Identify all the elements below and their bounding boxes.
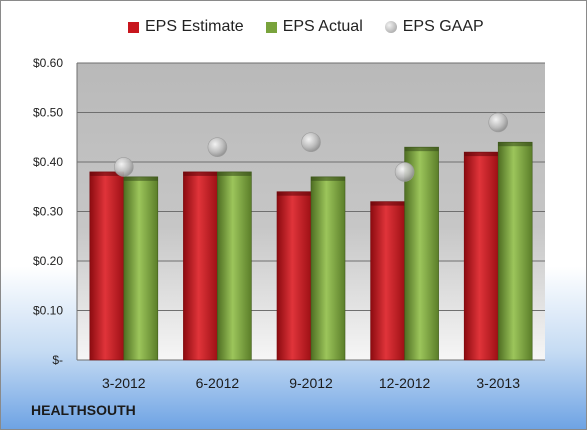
- marker-eps-gaap: [114, 157, 134, 177]
- marker-eps-gaap: [488, 112, 509, 133]
- marker-eps-gaap: [394, 162, 415, 182]
- bar-eps-estimate: [89, 171, 125, 361]
- x-tick-label: 6-2012: [196, 375, 240, 391]
- bar-eps-estimate-top: [183, 171, 218, 176]
- bar-eps-estimate-top: [464, 152, 499, 157]
- marker-eps-gaap: [207, 137, 228, 157]
- bar-eps-estimate: [276, 191, 312, 361]
- bar-eps-estimate: [370, 201, 405, 361]
- legend-swatch-estimate: [128, 21, 139, 33]
- legend-item-actual: EPS Actual: [265, 18, 363, 36]
- x-tick-label: 12-2012: [379, 375, 431, 391]
- y-tick-label: $-: [52, 353, 63, 367]
- x-tick-label: 3-2013: [476, 375, 520, 391]
- y-tick-label: $0.30: [33, 205, 63, 219]
- bar-eps-estimate: [183, 171, 218, 361]
- x-tick-label: 9-2012: [289, 375, 333, 391]
- x-tick-label: 3-2012: [102, 375, 146, 391]
- legend-label-gaap: EPS GAAP: [402, 18, 484, 35]
- legend-label-estimate: EPS Estimate: [145, 18, 244, 35]
- bar-eps-estimate-top: [370, 201, 405, 206]
- bar-eps-estimate-top: [89, 171, 124, 176]
- y-tick-label: $0.50: [33, 106, 63, 120]
- y-tick-label: $0.60: [33, 56, 63, 70]
- bar-eps-actual-top: [404, 147, 439, 152]
- bar-eps-actual: [310, 176, 346, 361]
- legend-swatch-actual: [265, 21, 277, 33]
- bar-eps-actual-top: [217, 171, 252, 176]
- bar-eps-actual-top: [311, 176, 345, 181]
- marker-eps-gaap: [301, 132, 321, 152]
- y-tick-label: $0.20: [33, 254, 63, 268]
- bar-eps-actual-top: [498, 142, 533, 147]
- legend-item-gaap: EPS GAAP: [384, 18, 484, 36]
- company-label: HEALTHSOUTH: [31, 402, 136, 418]
- legend: EPS Estimate EPS Actual EPS GAAP: [128, 18, 506, 36]
- bar-eps-actual-top: [123, 176, 158, 181]
- bar-eps-estimate: [463, 151, 499, 361]
- y-tick-label: $0.10: [33, 304, 63, 318]
- bar-eps-estimate-top: [277, 191, 311, 196]
- bar-eps-actual: [404, 146, 439, 361]
- legend-swatch-gaap: [384, 21, 397, 33]
- legend-item-estimate: EPS Estimate: [128, 18, 244, 36]
- y-tick-label: $0.40: [33, 155, 63, 169]
- bar-eps-actual: [497, 141, 533, 361]
- legend-label-actual: EPS Actual: [282, 18, 363, 35]
- bar-eps-actual: [123, 176, 159, 361]
- bar-eps-actual: [217, 171, 252, 361]
